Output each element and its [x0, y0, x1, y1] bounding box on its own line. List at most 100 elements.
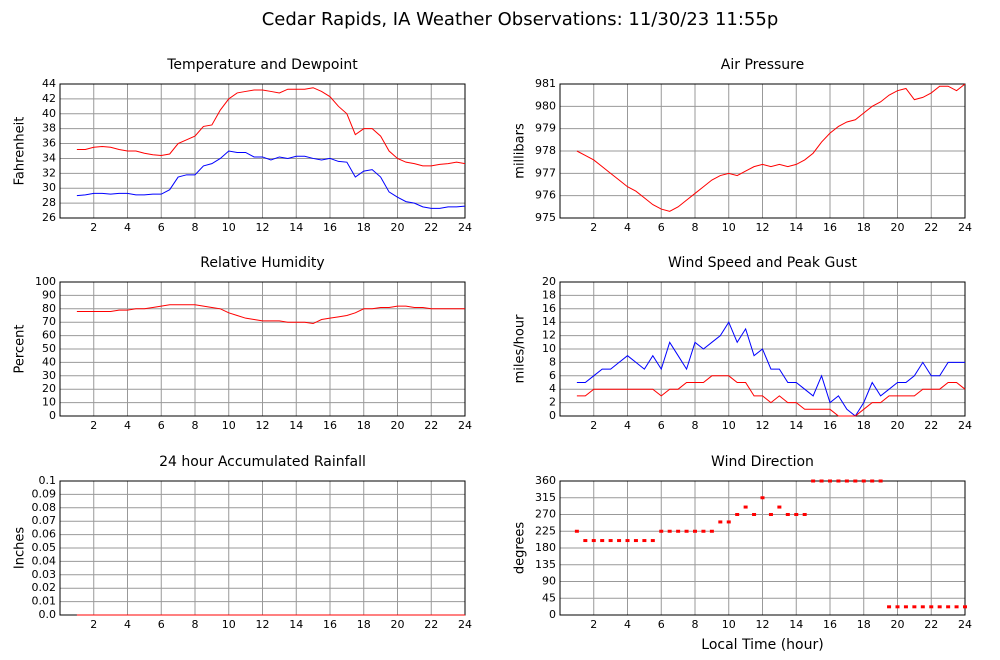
y-tick-label: 4 [549, 382, 556, 395]
y-tick-label: 18 [542, 288, 556, 301]
chart-title: Wind Direction [711, 454, 814, 470]
x-tick-label: 14 [289, 419, 303, 432]
point [709, 529, 714, 533]
y-tick-label: 0.1 [39, 474, 57, 487]
x-tick-label: 16 [323, 221, 337, 234]
x-tick-label: 16 [823, 419, 837, 432]
chart-title: Air Pressure [721, 57, 804, 73]
x-tick-label: 10 [222, 419, 236, 432]
y-tick-label: 0.06 [32, 528, 57, 541]
x-tick-label: 16 [823, 221, 837, 234]
point [777, 505, 782, 509]
x-tick-label: 18 [357, 221, 371, 234]
y-tick-label: 90 [542, 575, 556, 588]
x-tick-label: 12 [256, 618, 270, 631]
y-axis-label: miles/hour [513, 314, 528, 383]
y-tick-label: 0 [549, 409, 556, 422]
y-tick-label: 8 [549, 355, 556, 368]
chart-title: Temperature and Dewpoint [166, 57, 358, 73]
point [844, 479, 849, 483]
plot-frame [559, 83, 966, 219]
y-tick-label: 30 [42, 181, 56, 194]
plot-frame [59, 83, 466, 219]
x-tick-label: 6 [658, 419, 665, 432]
point [920, 605, 925, 609]
point [735, 513, 740, 516]
x-tick-label: 6 [158, 618, 165, 631]
point [650, 539, 655, 543]
point [903, 605, 908, 609]
point [946, 605, 951, 609]
x-tick-label: 10 [722, 419, 736, 432]
x-tick-label: 22 [424, 221, 438, 234]
y-tick-label: 32 [42, 166, 56, 179]
point [625, 539, 630, 543]
point [802, 513, 807, 516]
chart-title: 24 hour Accumulated Rainfall [159, 454, 366, 470]
x-tick-label: 8 [192, 618, 199, 631]
series-line [576, 321, 965, 417]
point [659, 529, 664, 533]
y-tick-label: 180 [535, 541, 556, 554]
y-tick-label: 0 [49, 409, 56, 422]
x-tick-label: 6 [658, 221, 665, 234]
y-tick-label: 0.03 [32, 568, 57, 581]
x-tick-label: 8 [192, 221, 199, 234]
point [870, 479, 875, 483]
x-tick-label: 22 [924, 618, 938, 631]
point [887, 605, 892, 609]
x-tick-label: 20 [891, 221, 905, 234]
point [811, 479, 816, 483]
y-tick-label: 315 [535, 491, 556, 504]
y-tick-label: 0.05 [32, 541, 57, 554]
x-tick-label: 22 [424, 618, 438, 631]
x-tick-label: 24 [458, 419, 472, 432]
x-tick-label: 18 [857, 419, 871, 432]
point [768, 513, 773, 516]
point [794, 513, 799, 516]
y-tick-label: 40 [42, 355, 56, 368]
point [785, 513, 790, 516]
x-tick-label: 18 [857, 618, 871, 631]
y-tick-label: 70 [42, 315, 56, 328]
x-tick-label: 18 [357, 419, 371, 432]
point [591, 539, 596, 543]
y-tick-label: 0.02 [32, 581, 57, 594]
point [667, 529, 672, 533]
x-tick-label: 4 [624, 419, 631, 432]
y-tick-label: 20 [42, 382, 56, 395]
point [726, 520, 731, 524]
series-line [576, 375, 966, 417]
plot-frame [59, 281, 466, 417]
x-tick-label: 8 [692, 221, 699, 234]
x-tick-label: 24 [458, 221, 472, 234]
x-tick-label: 24 [958, 618, 972, 631]
series-line [576, 83, 966, 212]
y-tick-label: 26 [42, 211, 56, 224]
chart-title: Wind Speed and Peak Gust [668, 255, 857, 271]
plot-frame [559, 480, 966, 616]
x-tick-label: 24 [958, 221, 972, 234]
y-tick-label: 978 [535, 144, 556, 157]
point [676, 529, 681, 533]
point [853, 479, 858, 483]
y-axis-label: millibars [513, 123, 528, 179]
y-tick-label: 2 [549, 396, 556, 409]
x-tick-label: 16 [323, 618, 337, 631]
point [836, 479, 841, 483]
point [954, 605, 959, 609]
point [693, 529, 697, 533]
y-tick-label: 977 [535, 166, 556, 179]
x-tick-label: 14 [789, 221, 803, 234]
x-tick-label: 2 [90, 419, 97, 432]
x-tick-label: 24 [958, 419, 972, 432]
y-tick-label: 6 [549, 369, 556, 382]
y-tick-label: 270 [535, 508, 556, 521]
point [743, 505, 748, 509]
x-axis-label: Local Time (hour) [701, 637, 823, 653]
x-tick-label: 2 [90, 221, 97, 234]
x-tick-label: 2 [90, 618, 97, 631]
x-tick-label: 20 [891, 419, 905, 432]
x-tick-label: 18 [357, 618, 371, 631]
